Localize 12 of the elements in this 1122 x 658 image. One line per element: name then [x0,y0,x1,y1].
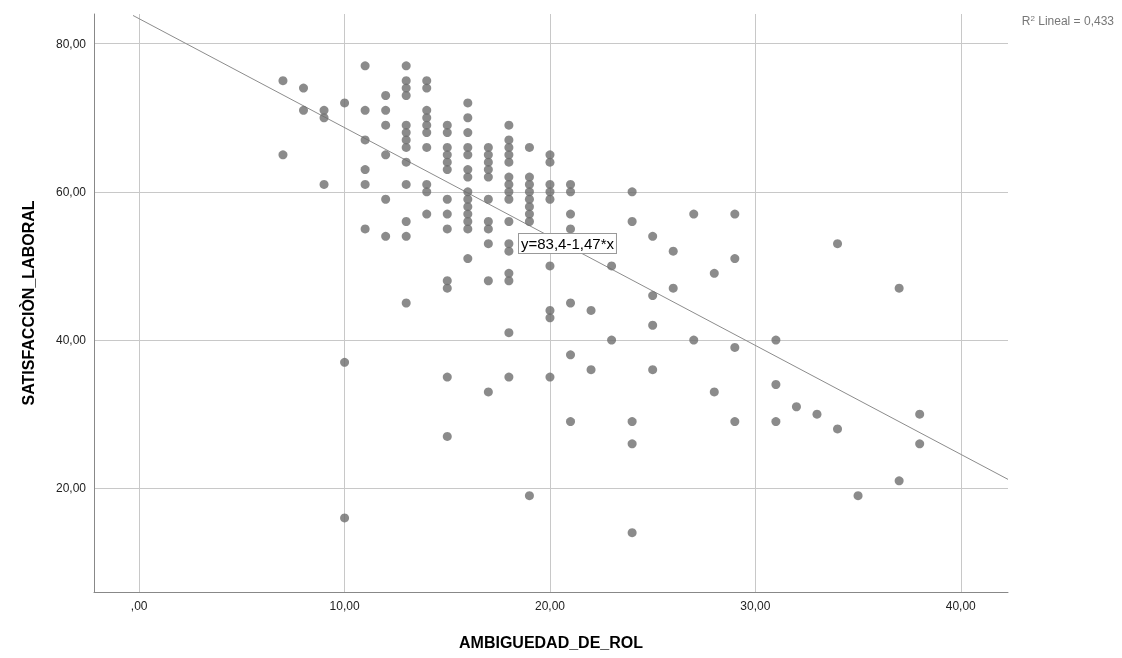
y-tick-label: 20,00 [55,481,87,496]
y-tick-label: 40,00 [55,333,87,348]
x-tick-label: 10,00 [329,599,360,613]
y-tick-label: 80,00 [55,36,87,51]
x-tick-label: ,00 [130,599,148,613]
annotation: y=83,4-1,47*x [521,235,615,252]
x-tick-label: 40,00 [945,599,977,613]
y-tick-label: 60,00 [55,184,87,199]
x-tick-label: 20,00 [534,599,566,613]
x-axis-title: AMBIGUEDAD_DE_ROL [458,633,644,651]
y-axis-title: SATISFACCIÒN_LABORAL [18,200,37,406]
x-tick-label: 30,00 [740,599,771,613]
